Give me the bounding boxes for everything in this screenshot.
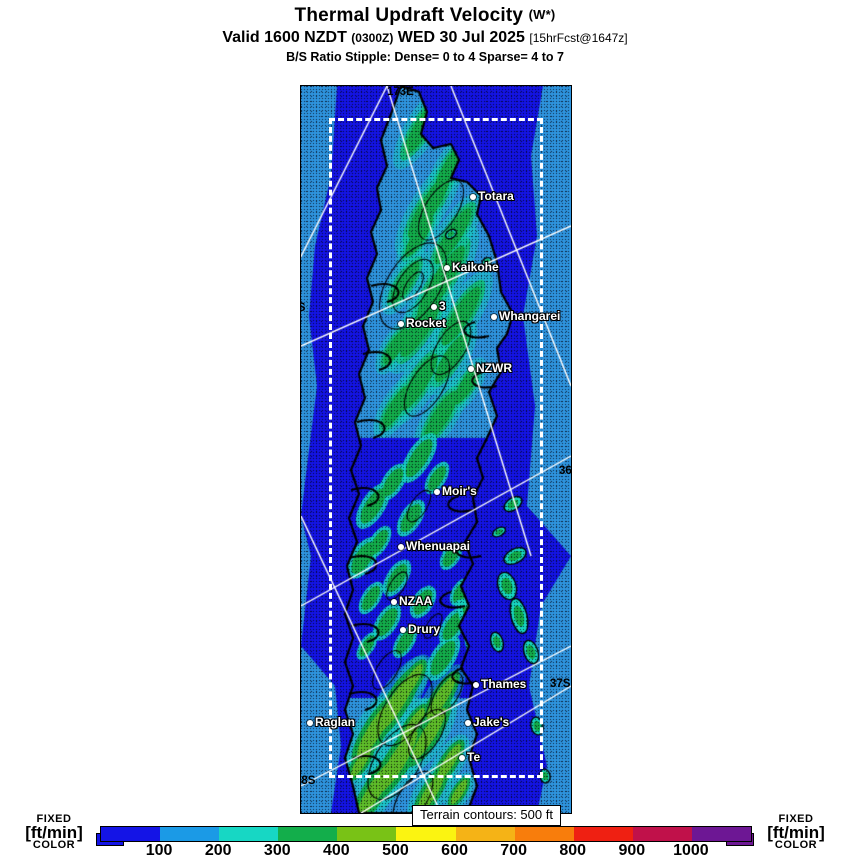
city-dot-icon: [307, 720, 313, 726]
colorbar-units-right: FIXED [ft/min] COLOR: [756, 814, 836, 851]
city-dot-icon: [398, 544, 404, 550]
colorbar-tick-labels: 100 200 300 400 500 600 700 800 900 1000: [100, 842, 750, 862]
city-dot-icon: [444, 265, 450, 271]
colorbar-segment: [396, 827, 456, 841]
city-label: Moir's: [442, 484, 477, 498]
colorbar-segment: [337, 827, 397, 841]
colorbar-segment: [573, 827, 633, 841]
colorbar-segment: [691, 827, 752, 841]
colorbar-tick: 700: [500, 842, 527, 859]
city-label: Kaikohe: [452, 260, 499, 274]
city-label: Drury: [408, 622, 441, 636]
valid-utc-time: (0300Z): [351, 31, 394, 45]
colorbar-segment: [101, 827, 161, 841]
valid-time-line: Valid 1600 NZDT (0300Z) WED 30 Jul 2025 …: [0, 28, 850, 48]
map-raster: [301, 86, 571, 813]
colorbar-tick: 100: [145, 842, 173, 859]
model-domain-box: [329, 118, 543, 778]
colorbar-units-left: FIXED [ft/min] COLOR: [14, 814, 94, 851]
stipple-legend-text: B/S Ratio Stipple: Dense= 0 to 4 Sparse=…: [286, 50, 564, 64]
terrain-contour-note: Terrain contours: 500 ft: [412, 805, 561, 826]
city-label: Thames: [481, 677, 527, 691]
city-label: Whangarei: [499, 309, 561, 323]
colorbar-tick: 300: [263, 842, 291, 859]
colorbar-container[interactable]: 100 200 300 400 500 600 700 800 900 1000: [0, 820, 850, 860]
city-label: Totara: [478, 189, 514, 203]
city-label: Te: [467, 750, 481, 764]
colorbar-segment: [455, 827, 515, 841]
colorbar-tick: 1000: [673, 842, 709, 859]
colorbar-tick: 800: [559, 842, 587, 859]
colorbar-tick: 400: [323, 842, 350, 859]
city-dot-icon: [468, 366, 474, 372]
city-label: Whenuapai: [406, 539, 471, 553]
graticule-label: 36S: [559, 465, 572, 477]
colorbar-segment: [514, 827, 574, 841]
title-text: Thermal Updraft Velocity: [294, 5, 524, 26]
city-label: NZAA: [399, 594, 433, 608]
city-label: 3: [439, 299, 446, 313]
fixed-label-left-top: FIXED: [36, 813, 72, 825]
city-dot-icon: [470, 194, 476, 200]
colorbar-scale[interactable]: [100, 826, 752, 842]
city-dot-icon: [465, 720, 471, 726]
graticule-label: 37S: [550, 678, 571, 690]
valid-date: WED 30 Jul 2025: [397, 29, 525, 46]
forecast-tag: [15hrFcst@1647z]: [529, 31, 628, 45]
city-label: Rocket: [406, 316, 447, 330]
colorbar-tick: 600: [441, 842, 468, 859]
city-dot-icon: [434, 489, 440, 495]
city-label: Raglan: [315, 715, 356, 729]
colorbar-tick: 500: [382, 842, 409, 859]
colorbar-segment: [219, 827, 279, 841]
city-dot-icon: [400, 627, 406, 633]
forecast-map[interactable]: Totara Kaikohe 3 Rocket Whangarei NZWR Moir's W…: [300, 85, 572, 814]
colorbar-segment: [278, 827, 338, 841]
city-label: Jake's: [473, 715, 510, 729]
city-label: NZWR: [476, 361, 512, 375]
city-dot-icon: [491, 314, 497, 320]
city-dot-icon: [459, 755, 465, 761]
title-subscript: (W*): [528, 7, 556, 22]
units-label-left: [ft/min]: [25, 823, 83, 842]
graticule-label: 36S: [301, 302, 305, 314]
fixed-label-right-bottom: COLOR: [774, 839, 818, 851]
graticule-label: 38S: [301, 775, 316, 787]
valid-local-time: Valid 1600 NZDT: [222, 29, 347, 46]
colorbar-segment: [632, 827, 692, 841]
fixed-label-right-top: FIXED: [778, 813, 814, 825]
colorbar-tick: 200: [204, 842, 232, 859]
colorbar-tick: 900: [618, 842, 646, 859]
city-dot-icon: [431, 304, 437, 310]
page-header: Thermal Updraft Velocity (W*) Valid 1600…: [0, 0, 850, 65]
colorbar-segment: [160, 827, 220, 841]
graticule-label: 173E: [387, 86, 414, 98]
units-label-right: [ft/min]: [767, 823, 825, 842]
city-dot-icon: [398, 321, 404, 327]
fixed-label-left-bottom: COLOR: [32, 839, 76, 851]
page-title: Thermal Updraft Velocity (W*): [0, 4, 850, 27]
city-dot-icon: [391, 599, 397, 605]
city-dot-icon: [473, 682, 479, 688]
